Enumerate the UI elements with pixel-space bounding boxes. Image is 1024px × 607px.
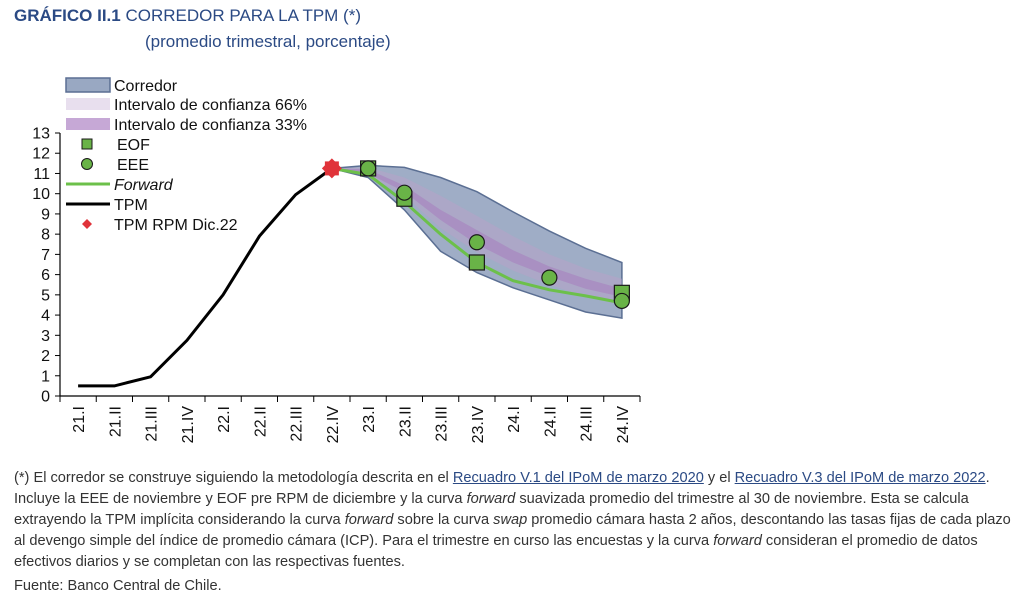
x-tick-label: 22.IV: [325, 406, 342, 444]
y-tick-label: 7: [41, 247, 50, 264]
y-tick-label: 13: [32, 126, 50, 143]
x-tick-label: 24.II: [542, 406, 559, 437]
footnote-text-6: promedio cámara hasta 2 años, descontand…: [14, 512, 1011, 549]
footnote: (*) El corredor se construye siguiendo l…: [14, 468, 1014, 573]
recuadro-v3-link[interactable]: Recuadro V.3 del IPoM de marzo 2022: [734, 470, 986, 486]
y-tick-label: 10: [32, 186, 50, 203]
tpm-rpm-point-square: [324, 161, 339, 176]
legend-swatch-eee: [81, 158, 93, 170]
markers-layer: [321, 158, 630, 310]
footnote-em-forward-3: forward: [713, 533, 762, 549]
footnote-text-4: suavizada promedio del trimestre al 30 d…: [14, 491, 969, 528]
legend-label-eee: EEE: [117, 157, 149, 174]
x-tick-label: 23.II: [397, 406, 414, 437]
legend-label-ic33: Intervalo de confianza 33%: [114, 117, 307, 134]
y-tick-label: 0: [41, 389, 50, 406]
legend-swatch-ic66: [66, 98, 110, 110]
footnote-em-forward-2: forward: [344, 512, 394, 528]
x-tick-label: 24.III: [579, 406, 596, 442]
legend-swatch-tpm-rpm: [82, 219, 92, 229]
chart-title: GRÁFICO II.1 CORREDOR PARA LA TPM (*): [14, 6, 361, 26]
y-tick-label: 4: [41, 308, 50, 325]
eee-point: [541, 269, 558, 286]
y-tick-label: 12: [32, 146, 50, 163]
ic33-band: [331, 168, 622, 297]
x-tick-label: 21.I: [71, 406, 88, 433]
eof-point: [468, 254, 485, 271]
legend-swatch-ic33: [66, 118, 110, 130]
legend-swatch-corredor: [65, 77, 111, 93]
y-tick-label: 11: [33, 166, 50, 183]
source-note: Fuente: Banco Central de Chile.: [14, 578, 222, 594]
chart-title-text: CORREDOR PARA LA TPM (*): [125, 6, 361, 25]
eee-point: [396, 184, 413, 201]
x-tick-label: 21.III: [144, 406, 161, 442]
legend: Corredor Intervalo de confianza 66% Interv…: [65, 77, 307, 234]
x-tick-label: 22.I: [216, 406, 233, 433]
x-tick-label: 23.I: [361, 406, 378, 433]
x-tick-label: 21.IV: [180, 406, 197, 444]
y-tick-label: 6: [41, 267, 50, 284]
legend-label-ic66: Intervalo de confianza 66%: [114, 97, 307, 114]
eee-point: [468, 234, 485, 251]
eee-point: [613, 292, 630, 310]
x-tick-label: 24.IV: [615, 406, 632, 444]
legend-label-forward: Forward: [114, 177, 174, 194]
x-tick-label: 24.I: [506, 406, 523, 433]
eee-point: [360, 160, 377, 177]
x-tick-label: 21.II: [107, 406, 124, 437]
legend-label-tpm: TPM: [114, 197, 148, 214]
chart-label: GRÁFICO II.1: [14, 6, 121, 25]
footnote-text-7: consideran el promedio de datos efectivo…: [14, 533, 978, 570]
y-tick-label: 3: [41, 328, 50, 345]
footnote-text-2: y el: [703, 470, 735, 486]
recuadro-v1-link[interactable]: Recuadro V.1 del IPoM de marzo 2020: [452, 470, 704, 486]
tpm-line: [78, 167, 333, 388]
legend-label-corredor: Corredor: [114, 78, 178, 95]
x-tick-label: 23.III: [434, 406, 451, 442]
y-tick-label: 2: [41, 348, 50, 365]
chart-subtitle: (promedio trimestral, porcentaje): [145, 32, 391, 51]
footnote-em-swap: swap: [493, 512, 528, 528]
y-tick-label: 8: [41, 227, 50, 244]
footnote-text-3: . Incluye la EEE de noviembre y EOF pre …: [14, 470, 990, 507]
x-tick-label: 22.III: [289, 406, 306, 442]
footnote-text-1: (*) El corredor se construye siguiendo l…: [14, 470, 453, 486]
y-tick-label: 1: [41, 368, 50, 385]
legend-label-eof: EOF: [117, 137, 150, 154]
legend-label-tpm_rpm: TPM RPM Dic.22: [114, 217, 238, 234]
footnote-em-forward-1: forward: [466, 491, 516, 507]
x-tick-label: 23.IV: [470, 406, 487, 444]
footnote-text-5: sobre la curva: [393, 512, 494, 528]
legend-swatch-eof: [81, 138, 93, 150]
x-tick-label: 22.II: [252, 406, 269, 437]
y-tick-label: 5: [41, 287, 50, 304]
y-tick-label: 9: [41, 206, 50, 223]
